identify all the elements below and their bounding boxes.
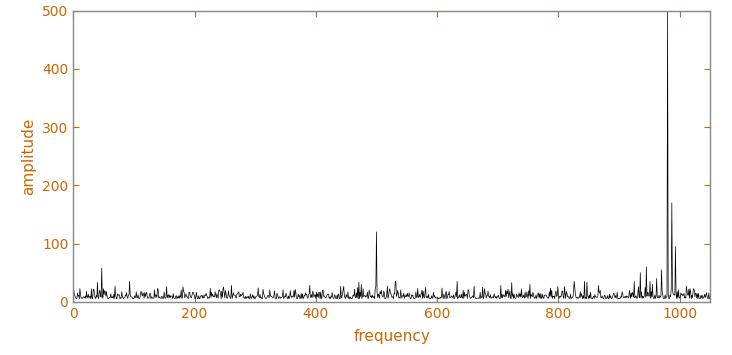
Y-axis label: amplitude: amplitude xyxy=(21,118,37,195)
X-axis label: frequency: frequency xyxy=(353,329,430,344)
